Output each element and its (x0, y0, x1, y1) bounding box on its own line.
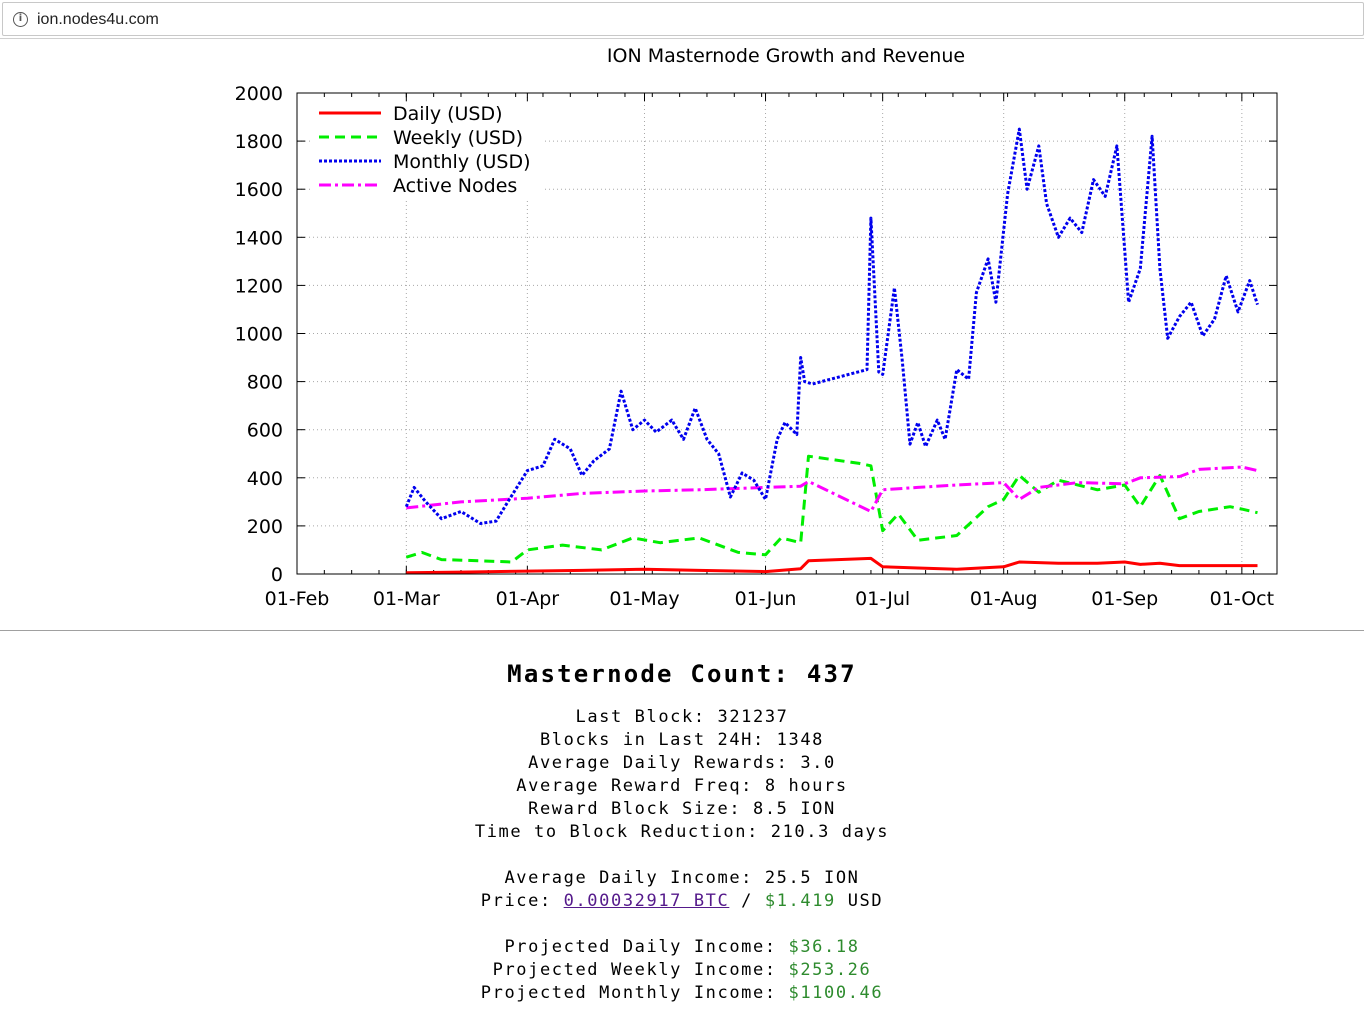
projected-weekly-label: Projected Weekly Income: (492, 960, 789, 980)
spacer (0, 913, 1364, 936)
y-tick-label: 800 (247, 372, 283, 394)
x-tick-label: 01-Mar (373, 588, 440, 610)
projected-monthly-label: Projected Monthly Income: (480, 983, 789, 1003)
y-tick-label: 1200 (235, 275, 283, 297)
projected-weekly-value: $253.26 (788, 960, 872, 980)
time-to-block-reduction: Time to Block Reduction: 210.3 days (474, 822, 890, 842)
x-tick-label: 01-Sep (1091, 588, 1158, 610)
reward-block-size: Reward Block Size: 8.5 ION (528, 799, 836, 819)
browser-address-bar: i ion.nodes4u.com (0, 0, 1364, 39)
url-text[interactable]: ion.nodes4u.com (37, 11, 159, 28)
price-line: Price: 0.00032917 BTC / $1.419 USD (0, 890, 1364, 913)
last-block: Last Block: 321237 (575, 707, 789, 727)
y-tick-label: 200 (247, 516, 283, 538)
projected-daily-label: Projected Daily Income: (504, 937, 789, 957)
blocks-24h: Blocks in Last 24H: 1348 (539, 730, 825, 750)
chart-container: ION Masternode Growth and Revenue 0 200 400… (0, 40, 1364, 630)
projected-monthly-value: $1100.46 (788, 983, 884, 1003)
x-tick-label: 01-May (609, 588, 679, 610)
price-usd: $1.419 (764, 891, 836, 911)
masternode-count: Masternode Count: 437 (507, 660, 857, 688)
spacer (0, 844, 1364, 867)
x-tick-label: 01-Feb (265, 588, 330, 610)
x-tick-label: 01-Aug (970, 588, 1038, 610)
avg-daily-income: Average Daily Income: 25.5 ION (504, 868, 860, 888)
y-tick-label: 2000 (235, 83, 283, 105)
price-separator: / (729, 891, 765, 911)
y-tick-label: 1400 (235, 227, 283, 249)
y-tick-label: 1800 (235, 131, 283, 153)
x-tick-label: 01-Apr (496, 588, 560, 610)
series-line-active-nodes (406, 465, 1258, 513)
y-tick-label: 1600 (235, 179, 283, 201)
separator (0, 630, 1364, 631)
legend-label: Monthly (USD) (393, 151, 531, 173)
projected-daily-income: Projected Daily Income: $36.18 (0, 936, 1364, 959)
legend-label: Active Nodes (393, 175, 517, 197)
price-label: Price: (480, 891, 564, 911)
y-tick-label: 1000 (235, 324, 283, 346)
info-icon[interactable]: i (13, 12, 28, 27)
avg-reward-freq: Average Reward Freq: 8 hours (516, 776, 848, 796)
legend-label: Weekly (USD) (393, 127, 523, 149)
avg-daily-rewards: Average Daily Rewards: 3.0 (528, 753, 836, 773)
projected-weekly-income: Projected Weekly Income: $253.26 (0, 959, 1364, 982)
growth-revenue-chart: ION Masternode Growth and Revenue 0 200 400… (235, 45, 1278, 610)
price-unit: USD (835, 891, 884, 911)
x-tick-label: 01-Jun (735, 588, 797, 610)
plot-frame (296, 92, 1278, 575)
legend-box (312, 102, 544, 198)
series-line-monthly-usd (404, 127, 1259, 525)
projected-monthly-income: Projected Monthly Income: $1100.46 (0, 982, 1364, 1005)
legend-label: Daily (USD) (393, 103, 503, 125)
stats-panel: Masternode Count: 437 Last Block: 321237… (0, 650, 1364, 1005)
x-tick-label: 01-Jul (855, 588, 910, 610)
y-tick-label: 600 (247, 420, 283, 442)
x-tick-label: 01-Oct (1210, 588, 1274, 610)
y-tick-label: 0 (271, 564, 283, 586)
url-field[interactable]: i ion.nodes4u.com (2, 2, 1364, 36)
projected-daily-value: $36.18 (788, 937, 860, 957)
series-line-daily-usd (406, 556, 1258, 575)
y-tick-label: 400 (247, 468, 283, 490)
chart-title: ION Masternode Growth and Revenue (607, 45, 965, 67)
series-line-weekly-usd (405, 454, 1258, 564)
price-btc-link[interactable]: 0.00032917 BTC (563, 891, 730, 911)
